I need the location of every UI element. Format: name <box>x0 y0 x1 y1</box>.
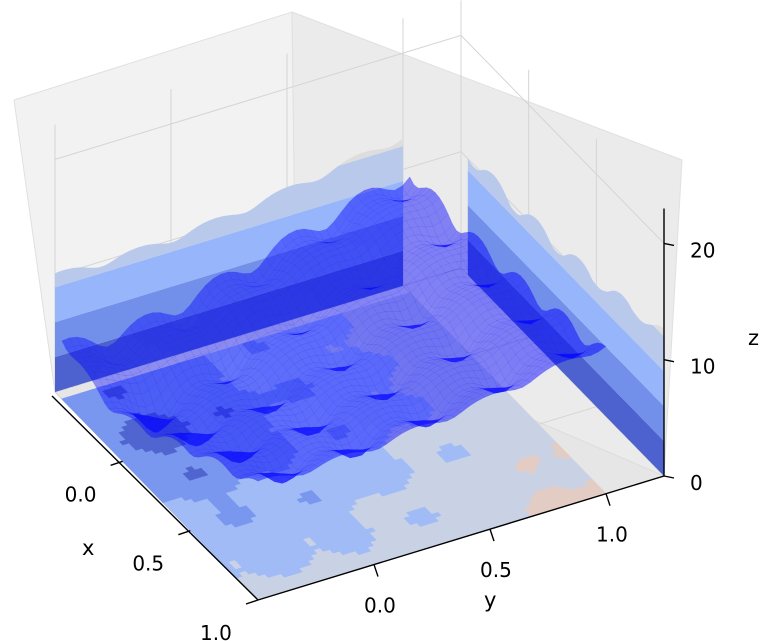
floor-contour-projection <box>61 292 607 601</box>
grid-line-z <box>54 34 665 244</box>
